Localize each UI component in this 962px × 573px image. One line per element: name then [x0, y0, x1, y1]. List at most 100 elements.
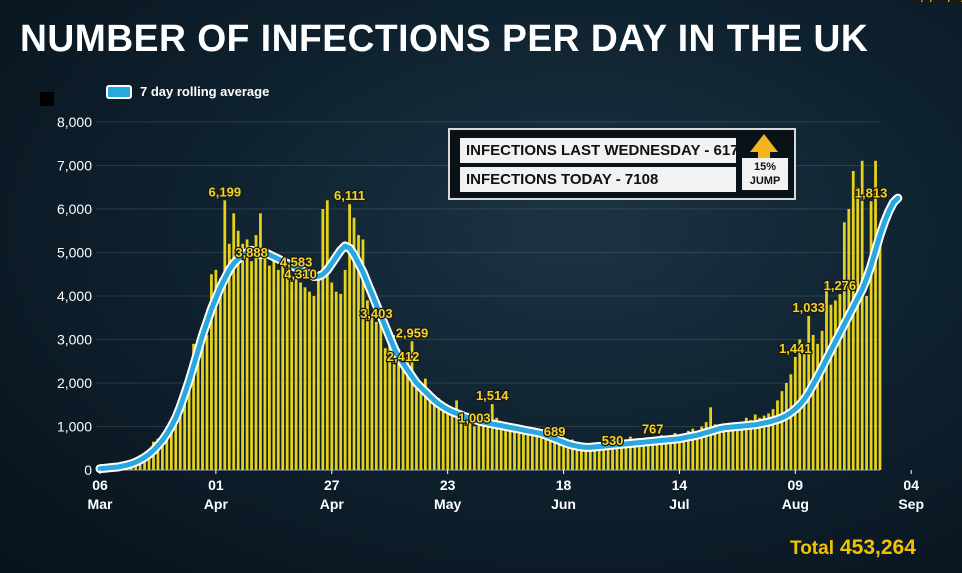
bar — [566, 446, 570, 470]
bar — [633, 443, 637, 470]
bar — [388, 343, 392, 470]
bar — [227, 243, 231, 470]
y-tick-label: 7,000 — [57, 158, 92, 174]
bar — [504, 424, 507, 470]
bar — [156, 438, 160, 470]
bar — [629, 436, 632, 470]
jump-badge: 15% JUMP — [742, 158, 788, 190]
bar — [624, 439, 628, 470]
rolling-average-line — [97, 195, 901, 472]
data-label: 3,539 — [913, 0, 946, 3]
x-tick-month: Apr — [204, 496, 229, 512]
data-label: 3,403 — [360, 306, 393, 321]
bar — [495, 417, 499, 470]
bar — [343, 269, 347, 470]
y-tick-label: 5,000 — [57, 245, 92, 261]
info-today: INFECTIONS TODAY - 7108 — [460, 167, 736, 192]
data-label: 3,105 — [922, 0, 955, 3]
data-label: 1,441 — [779, 341, 812, 356]
bar — [606, 447, 610, 470]
bar — [727, 427, 730, 470]
data-label: 4,322 — [939, 0, 962, 3]
bar — [780, 391, 784, 470]
bar — [178, 406, 182, 470]
bar — [174, 413, 178, 470]
data-label: 530 — [602, 433, 624, 448]
bar — [802, 343, 806, 470]
corner-mark — [40, 92, 54, 106]
arrow-up-icon — [750, 134, 778, 152]
bar — [611, 449, 614, 470]
x-tick-month: Jun — [551, 496, 576, 512]
bar — [820, 330, 824, 470]
bar — [218, 278, 222, 470]
bar — [753, 414, 757, 470]
bar — [655, 438, 659, 470]
bar — [285, 267, 289, 470]
bar — [192, 343, 195, 470]
bar — [281, 265, 285, 470]
bar — [187, 374, 191, 470]
bar — [357, 235, 360, 470]
bar — [691, 428, 695, 470]
bar — [847, 209, 851, 470]
bar — [366, 300, 369, 470]
bar — [254, 235, 258, 470]
bar — [749, 419, 753, 470]
bar — [548, 435, 552, 470]
bar — [147, 453, 151, 470]
bar — [722, 425, 726, 470]
bar — [321, 209, 325, 470]
bar — [250, 261, 253, 470]
jump-word: JUMP — [749, 175, 781, 187]
y-tick-label: 3,000 — [57, 332, 92, 348]
bar — [459, 417, 463, 470]
bar — [374, 321, 378, 470]
bar — [299, 282, 302, 470]
bar — [851, 170, 855, 470]
y-tick-label: 1,000 — [57, 419, 92, 435]
bar — [245, 239, 249, 470]
legend: 7 day rolling average — [106, 84, 269, 99]
total-value: 453,264 — [839, 536, 916, 559]
x-tick-day: 09 — [788, 477, 804, 493]
data-label: 4,310 — [284, 267, 317, 282]
bar — [785, 383, 788, 470]
bar — [535, 435, 539, 470]
bar — [637, 441, 641, 470]
bar — [379, 313, 383, 470]
x-tick-day: 23 — [440, 477, 456, 493]
x-tick-day: 18 — [556, 477, 572, 493]
x-tick-month: Mar — [88, 496, 113, 512]
bar — [330, 282, 334, 470]
bar — [236, 230, 240, 470]
data-label: 2,412 — [387, 349, 420, 364]
bar — [588, 450, 592, 470]
data-label: 3,888 — [235, 245, 268, 260]
x-tick-month: Aug — [782, 496, 809, 512]
bar — [602, 448, 606, 470]
bar — [571, 439, 574, 470]
bar — [816, 343, 819, 470]
bar — [325, 200, 329, 471]
bar — [771, 409, 775, 470]
bar — [539, 437, 543, 470]
bar — [834, 300, 837, 470]
bar — [490, 404, 494, 470]
x-tick-day: 14 — [672, 477, 688, 493]
arrow-stem — [758, 151, 770, 161]
bar — [317, 274, 320, 470]
bar — [201, 339, 204, 470]
bar — [423, 378, 427, 470]
info-box: INFECTIONS LAST WEDNESDAY - 6178 INFECTI… — [448, 128, 796, 200]
bar — [718, 426, 721, 470]
data-label: 6,199 — [209, 184, 242, 199]
bar — [651, 437, 655, 470]
data-label: 4,583 — [280, 255, 313, 270]
bar — [874, 160, 877, 470]
data-label: 767 — [642, 421, 664, 436]
bar — [455, 400, 458, 470]
bar — [878, 230, 882, 470]
bar — [593, 446, 597, 470]
bar — [406, 356, 409, 470]
